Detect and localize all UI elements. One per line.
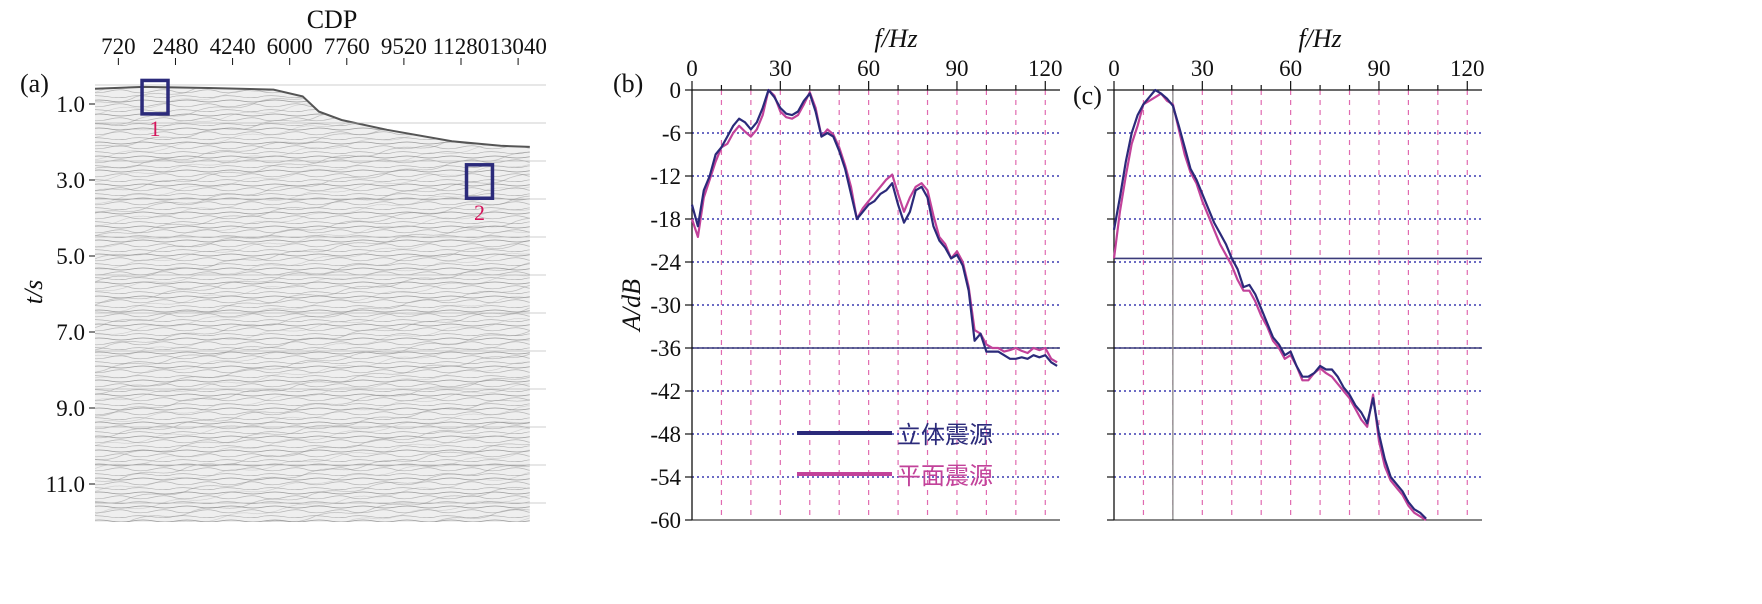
region-box-label-1: 1 [150, 116, 161, 141]
panel-b-ticks: 0 30 60 90 120 0 -6 -12 -18 -24 -30 -36 -42 -48 -54 -60 [650, 56, 1062, 533]
panel-b-series-2-line [690, 88, 1058, 364]
panel-b-y-axis-title: A/dB [617, 279, 646, 333]
panel-a-y-tick-label: 1.0 [56, 92, 85, 117]
panel-b-y-tick-label: -24 [650, 250, 681, 275]
panel-b-y-tick-label: -42 [650, 379, 681, 404]
panel-c: (c) f/Hz 0 30 60 90 120 [1073, 24, 1485, 521]
panel-a-x-tick-label: 13040 [489, 34, 547, 59]
panel-a-x-axis-title: CDP [307, 5, 358, 34]
panel-a-x-tick-label: 7760 [324, 34, 370, 59]
panel-a-label: (a) [20, 69, 49, 98]
panel-a-x-tick-label: 4240 [210, 34, 256, 59]
seismic-section [95, 84, 546, 522]
panel-c-x-tick-label: 90 [1367, 56, 1390, 81]
panel-a-x-tick-label: 720 [101, 34, 136, 59]
legend: 立体震源 平面震源 [797, 421, 993, 490]
region-box-2 [464, 163, 495, 200]
panel-b-y-tick-label: -60 [650, 508, 681, 533]
panel-c-x-tick-label: 0 [1108, 56, 1120, 81]
panel-c-series [1112, 88, 1427, 521]
panel-b-x-axis-title: f/Hz [874, 24, 917, 53]
panel-b-series-1-line [690, 88, 1058, 367]
panel-c-grid [1114, 90, 1482, 520]
panel-c-label: (c) [1073, 81, 1102, 110]
panel-b-x-tick-label: 60 [857, 56, 880, 81]
legend-label-series-2: 平面震源 [897, 462, 993, 490]
panel-b-y-tick-label: -54 [650, 465, 681, 490]
legend-label-series-1: 立体震源 [897, 421, 993, 449]
panel-a-y-tick-label: 5.0 [56, 244, 85, 269]
panel-b-x-tick-label: 120 [1028, 56, 1063, 81]
seismic-section-texture [95, 86, 530, 522]
panel-c-x-axis-title: f/Hz [1298, 24, 1341, 53]
seafloor-reflector [95, 85, 530, 148]
panel-b: (b) f/Hz A/dB 0 30 60 90 120 0 -6 -12 -18 -24 -30 -… [613, 24, 1063, 533]
panel-b-y-tick-label: -36 [650, 336, 681, 361]
panel-c-series-2-line [1112, 92, 1427, 521]
region-box-1 [140, 78, 170, 116]
panel-a-boxes: 12 [140, 78, 495, 225]
panel-b-x-tick-label: 0 [686, 56, 698, 81]
panel-a: (a) CDP 720 2480 4240 6000 7760 9520 11280 1304… [19, 5, 547, 522]
panel-a-y-ticks: 1.0 3.0 5.0 7.0 9.0 11.0 [46, 92, 95, 497]
panel-a-x-tick-label: 9520 [381, 34, 427, 59]
panel-b-y-tick-label: -6 [662, 121, 681, 146]
panel-c-series-1-line [1112, 88, 1427, 520]
panel-c-x-tick-label: 120 [1450, 56, 1485, 81]
panel-b-series [690, 88, 1058, 367]
panel-b-y-tick-label: -48 [650, 422, 681, 447]
panel-a-x-tick-label: 11280 [433, 34, 490, 59]
panel-a-x-ticks: 720 2480 4240 6000 7760 9520 11280 13040 [101, 34, 547, 65]
panel-b-y-tick-label: -30 [650, 293, 681, 318]
panel-a-y-axis-title: t/s [19, 280, 48, 305]
panel-c-x-tick-label: 60 [1279, 56, 1302, 81]
panel-b-x-tick-label: 90 [945, 56, 968, 81]
panel-b-y-tick-label: -18 [650, 207, 681, 232]
panel-a-y-tick-label: 3.0 [56, 168, 85, 193]
panel-a-x-tick-label: 6000 [267, 34, 313, 59]
panel-b-y-tick-label: -12 [650, 164, 681, 189]
panel-a-y-tick-label: 11.0 [46, 472, 85, 497]
panel-b-y-tick-label: 0 [670, 78, 682, 103]
panel-c-ticks: 0 30 60 90 120 [1107, 56, 1485, 521]
panel-a-y-tick-label: 7.0 [56, 320, 85, 345]
panel-c-x-tick-label: 30 [1191, 56, 1214, 81]
panel-b-label: (b) [613, 69, 643, 98]
panel-a-x-tick-label: 2480 [152, 34, 198, 59]
panel-a-y-tick-label: 9.0 [56, 396, 85, 421]
panel-b-grid [692, 90, 1060, 520]
panel-a-time-gridlines [95, 84, 546, 504]
panel-b-x-tick-label: 30 [769, 56, 792, 81]
region-box-label-2: 2 [474, 200, 485, 225]
